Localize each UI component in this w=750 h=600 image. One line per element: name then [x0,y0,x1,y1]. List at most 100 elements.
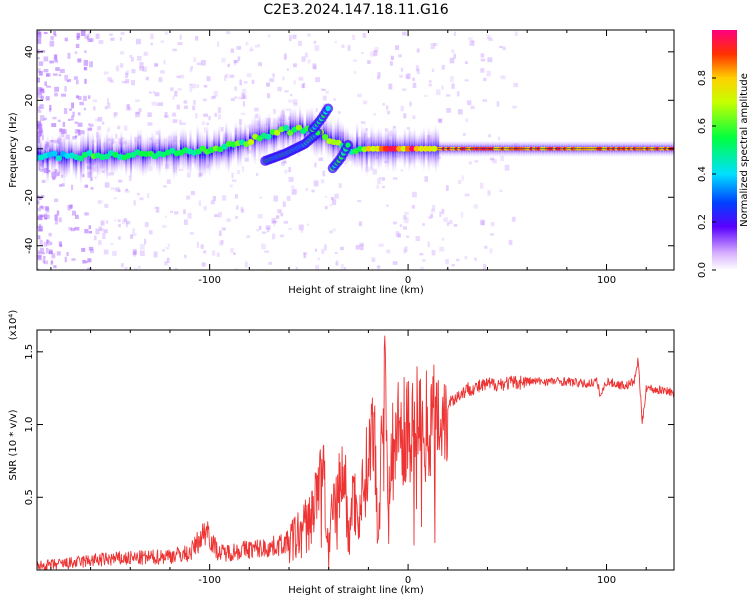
noise-speckle [74,135,78,138]
noise-speckle [89,123,94,127]
noise-speckle [371,257,376,262]
noise-speckle [119,63,124,68]
noise-speckle [286,68,289,71]
noise-speckle [191,83,197,89]
noise-speckle [76,32,81,39]
noise-speckle [352,59,358,62]
noise-speckle [195,113,198,119]
noise-speckle [470,105,475,110]
noise-speckle [113,197,117,200]
noise-speckle [376,184,380,189]
noise-speckle [479,182,484,189]
figure-title: C2E3.2024.147.18.11.G16 [263,2,448,18]
noise-speckle [133,250,137,255]
noise-speckle [251,79,255,84]
noise-speckle [388,83,393,90]
noise-speckle [234,59,239,63]
noise-speckle [67,205,71,211]
noise-speckle [86,166,92,170]
noise-speckle [358,221,363,227]
noise-speckle [62,121,66,127]
noise-speckle [71,184,74,191]
noise-speckle [183,219,188,225]
noise-speckle [37,77,41,83]
noise-speckle [469,40,475,46]
noise-speckle [212,196,216,201]
noise-speckle [193,57,197,63]
noise-speckle [404,211,409,215]
ridge-band-cell [365,126,368,178]
noise-speckle [241,88,247,95]
noise-speckle [220,239,224,245]
noise-speckle [177,88,182,91]
noise-speckle [392,261,398,265]
noise-speckle [49,104,52,111]
noise-speckle [184,254,187,259]
noise-speckle [75,95,80,99]
noise-speckle [48,232,52,237]
noise-speckle [196,241,199,248]
noise-speckle [167,243,171,247]
snr-frame [36,329,675,571]
noise-speckle [497,136,501,141]
snr-scale-label: (x10⁴) [8,310,19,341]
noise-speckle [163,59,166,65]
noise-speckle [136,55,142,61]
noise-speckle [474,257,477,261]
noise-speckle [438,118,443,124]
y-tick-label: 0 [24,146,35,152]
noise-speckle [131,69,136,74]
noise-speckle [428,83,432,87]
noise-speckle [41,179,46,184]
noise-speckle [373,113,376,116]
noise-speckle [405,74,410,79]
noise-speckle [54,86,60,92]
noise-speckle [430,208,435,213]
noise-speckle [37,38,42,44]
noise-speckle [183,105,189,109]
noise-speckle [144,222,149,228]
noise-speckle [331,197,335,201]
noise-speckle [272,233,276,240]
noise-speckle [77,112,81,116]
y-tick-label: 20 [24,94,35,107]
noise-speckle [63,108,68,114]
noise-speckle [37,250,40,255]
noise-speckle [399,224,403,227]
noise-speckle [353,71,357,74]
noise-speckle [117,189,121,193]
ridge-band-cell [141,135,144,179]
noise-speckle [264,250,270,253]
noise-speckle [488,134,492,138]
noise-speckle [123,218,128,223]
noise-speckle [95,33,100,39]
noise-speckle [203,250,207,254]
noise-speckle [422,223,425,226]
noise-speckle [47,170,51,173]
noise-speckle [54,214,58,221]
noise-speckle [224,75,227,81]
noise-speckle [210,95,216,100]
noise-speckle [237,56,241,61]
noise-speckle [37,32,42,38]
noise-speckle [481,220,484,226]
noise-speckle [393,221,397,225]
noise-speckle [137,192,140,196]
noise-speckle [313,180,319,187]
noise-speckle [311,189,315,193]
noise-speckle [74,121,79,124]
noise-speckle [158,102,163,106]
noise-speckle [332,199,337,206]
noise-speckle [282,201,286,207]
noise-speckle [320,179,325,184]
noise-speckle [386,110,390,115]
noise-speckle [110,37,115,41]
noise-speckle [490,222,495,227]
colorbar-tick-label: 0.0 [697,262,708,278]
noise-speckle [94,118,99,122]
noise-speckle [42,91,45,94]
noise-speckle [400,105,404,112]
noise-speckle [446,222,450,227]
noise-speckle [132,228,136,234]
noise-speckle [83,95,87,101]
